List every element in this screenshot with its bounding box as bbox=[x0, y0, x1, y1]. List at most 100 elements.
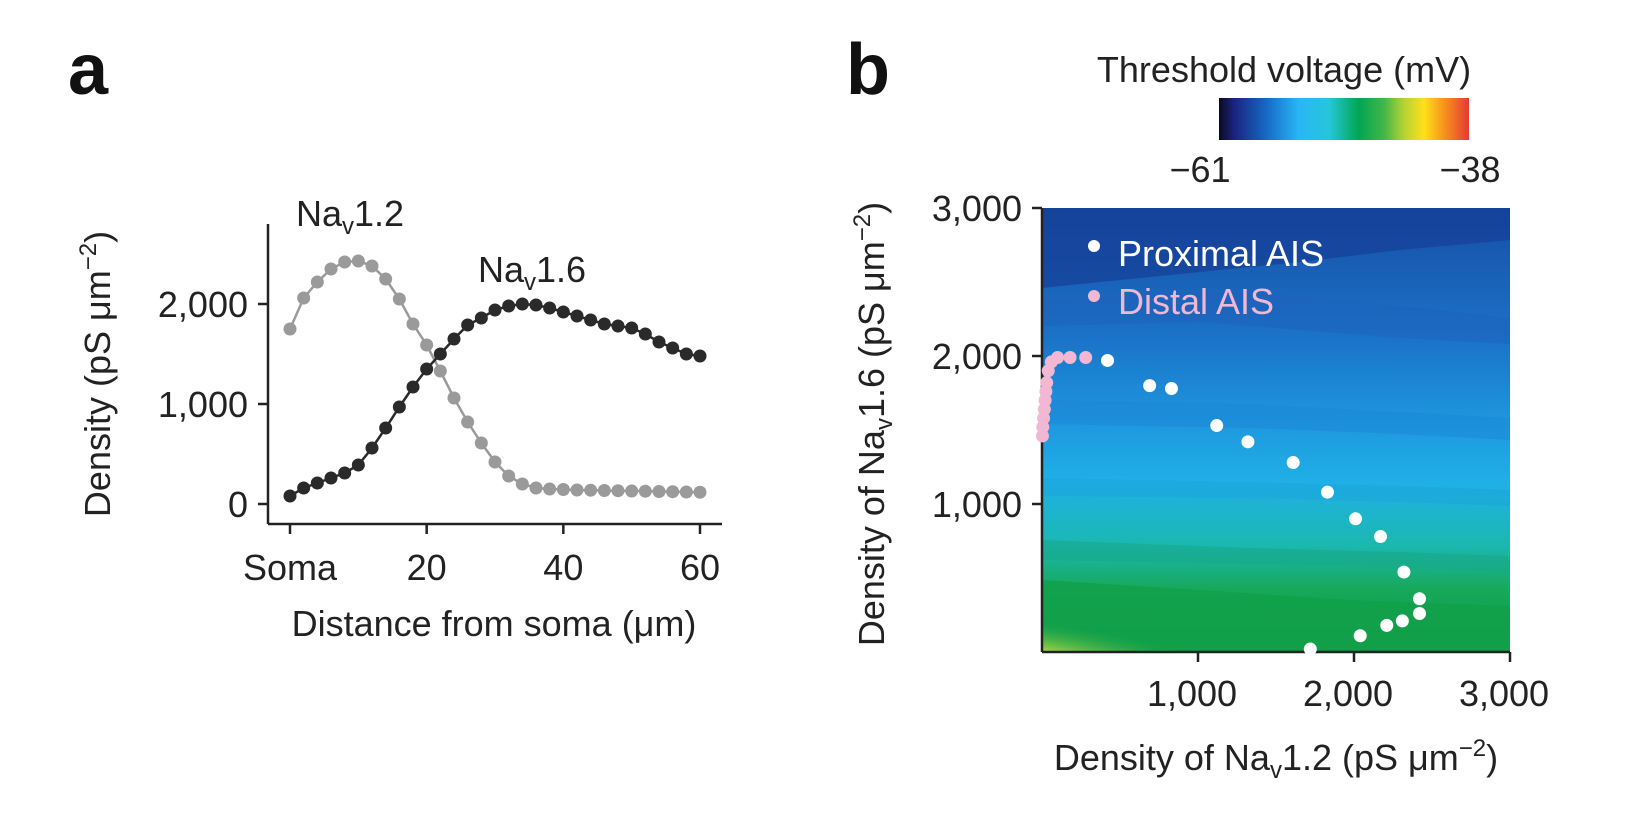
panel-b-chart: Threshold voltage (mV) −61 −38 1,000 2,00… bbox=[849, 49, 1549, 784]
data-point bbox=[529, 298, 543, 312]
data-point bbox=[529, 481, 543, 495]
panel-b-y-tick-label: 1,000 bbox=[932, 484, 1022, 525]
data-point bbox=[297, 481, 311, 495]
data-point bbox=[543, 482, 557, 496]
data-point bbox=[461, 318, 475, 332]
data-point bbox=[611, 484, 625, 498]
data-point bbox=[324, 471, 338, 485]
distal-ais-point bbox=[1079, 350, 1093, 364]
panel-a-ticks: Soma 20 40 60 0 1,000 2,000 bbox=[158, 284, 720, 588]
data-point bbox=[433, 364, 447, 378]
data-point bbox=[379, 272, 393, 286]
data-point bbox=[652, 485, 666, 498]
data-point bbox=[666, 485, 680, 499]
proximal-ais-point bbox=[1353, 629, 1367, 643]
data-point bbox=[584, 483, 598, 497]
data-point bbox=[693, 349, 707, 363]
distal-ais-point bbox=[1041, 364, 1055, 378]
distal-ais-point bbox=[1063, 350, 1077, 364]
legend-marker-distal bbox=[1088, 290, 1100, 302]
data-point bbox=[420, 338, 434, 352]
series-label-nav16: Nav1.6 bbox=[478, 249, 586, 296]
data-point bbox=[283, 322, 297, 336]
panel-b-x-tick-label: 2,000 bbox=[1303, 673, 1393, 714]
colorbar bbox=[1219, 98, 1469, 140]
data-point bbox=[515, 297, 529, 311]
data-point bbox=[502, 299, 516, 313]
colorbar-title: Threshold voltage (mV) bbox=[1097, 49, 1471, 90]
data-point bbox=[365, 441, 379, 455]
data-point bbox=[379, 421, 393, 435]
data-point bbox=[447, 332, 461, 346]
threshold-heatmap bbox=[1042, 208, 1510, 652]
panel-a-y-tick-label: 2,000 bbox=[158, 284, 248, 325]
data-point bbox=[693, 485, 707, 499]
data-point bbox=[597, 484, 611, 497]
data-point bbox=[502, 469, 516, 483]
proximal-ais-point bbox=[1397, 565, 1411, 579]
panel-b-ticks: 1,000 2,000 3,000 1,000 2,000 3,000 bbox=[932, 188, 1549, 714]
data-point bbox=[679, 347, 693, 361]
data-point bbox=[625, 321, 639, 335]
proximal-ais-point bbox=[1210, 419, 1224, 433]
panel-a-chart: Soma 20 40 60 0 1,000 2,000 Nav1.2 Nav1.6 Dist… bbox=[75, 193, 722, 644]
legend-marker-proximal bbox=[1088, 240, 1100, 252]
panel-a-series bbox=[283, 254, 707, 503]
data-point bbox=[474, 436, 488, 450]
panel-b-y-label: Density of Nav1.6 (pS μm−2) bbox=[849, 202, 898, 646]
data-point bbox=[679, 485, 693, 499]
data-point bbox=[570, 309, 584, 323]
data-point bbox=[625, 484, 639, 498]
panel-b-x-tick-label: 1,000 bbox=[1147, 673, 1237, 714]
data-point bbox=[556, 483, 570, 496]
proximal-ais-point bbox=[1374, 530, 1388, 544]
proximal-ais-point bbox=[1320, 485, 1334, 499]
panel-a-x-tick-label: 60 bbox=[680, 547, 720, 588]
data-point bbox=[570, 483, 584, 497]
panel-b-series bbox=[1035, 350, 1427, 656]
data-point bbox=[310, 275, 324, 289]
panel-a-x-label: Distance from soma (μm) bbox=[292, 603, 697, 644]
proximal-ais-point bbox=[1413, 592, 1427, 606]
data-point bbox=[324, 262, 338, 276]
legend-label-proximal: Proximal AIS bbox=[1118, 233, 1324, 274]
data-point bbox=[447, 391, 461, 405]
data-point bbox=[433, 347, 447, 361]
data-point bbox=[392, 292, 406, 306]
data-point bbox=[420, 362, 434, 376]
colorbar-max-label: −38 bbox=[1439, 149, 1500, 190]
data-point bbox=[611, 319, 625, 333]
panel-a-x-tick-label: Soma bbox=[243, 547, 338, 588]
panel-a-y-tick-label: 0 bbox=[228, 484, 248, 525]
proximal-ais-point bbox=[1101, 353, 1115, 367]
data-point bbox=[392, 400, 406, 414]
proximal-ais-point bbox=[1349, 512, 1363, 526]
data-point bbox=[488, 303, 502, 317]
data-point bbox=[297, 291, 311, 305]
proximal-ais-point bbox=[1413, 607, 1427, 621]
data-point bbox=[365, 259, 379, 273]
proximal-ais-point bbox=[1164, 382, 1178, 396]
panel-b-x-label: Density of Nav1.2 (pS μm−2) bbox=[1054, 735, 1498, 784]
proximal-ais-point bbox=[1380, 618, 1394, 632]
data-point bbox=[338, 466, 352, 480]
data-point bbox=[474, 311, 488, 325]
proximal-ais-point bbox=[1286, 456, 1300, 470]
data-point bbox=[351, 458, 365, 472]
data-point bbox=[338, 255, 352, 269]
panel-a-x-tick-label: 20 bbox=[407, 547, 447, 588]
colorbar-min-label: −61 bbox=[1169, 149, 1230, 190]
panel-b-y-tick-label: 3,000 bbox=[932, 188, 1022, 229]
panel-b-y-tick-label: 2,000 bbox=[932, 336, 1022, 377]
panel-letter-a: a bbox=[68, 30, 109, 110]
series-label-nav12: Nav1.2 bbox=[296, 193, 404, 240]
data-point bbox=[488, 455, 502, 469]
panel-a-y-tick-label: 1,000 bbox=[158, 384, 248, 425]
proximal-ais-point bbox=[1303, 642, 1317, 656]
panel-letter-b: b bbox=[846, 30, 890, 110]
data-point bbox=[406, 380, 420, 394]
data-point bbox=[406, 317, 420, 331]
data-point bbox=[461, 415, 475, 429]
data-point bbox=[283, 489, 297, 503]
data-point bbox=[310, 476, 324, 490]
